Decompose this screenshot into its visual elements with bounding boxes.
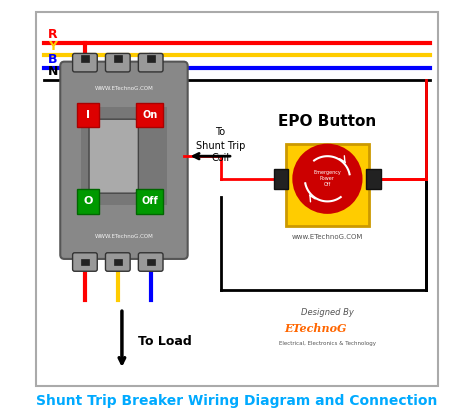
- FancyBboxPatch shape: [106, 253, 130, 271]
- Bar: [137, 189, 163, 214]
- Bar: [114, 55, 122, 62]
- Text: WWW.ETechnoG.COM: WWW.ETechnoG.COM: [95, 86, 154, 91]
- Text: www.ETechnoG.COM: www.ETechnoG.COM: [292, 234, 363, 240]
- FancyBboxPatch shape: [73, 53, 97, 72]
- Bar: [81, 107, 167, 206]
- Text: EPO Button: EPO Button: [278, 115, 376, 129]
- FancyBboxPatch shape: [89, 119, 138, 193]
- Text: WWW.ETechnoG.COM: WWW.ETechnoG.COM: [95, 234, 154, 239]
- Text: R: R: [48, 28, 57, 41]
- Bar: [146, 55, 155, 62]
- Text: Shunt Trip: Shunt Trip: [196, 141, 245, 151]
- FancyBboxPatch shape: [138, 253, 163, 271]
- Bar: [81, 55, 89, 62]
- Bar: [286, 144, 368, 226]
- Text: O: O: [83, 196, 92, 206]
- Bar: [146, 259, 155, 265]
- Bar: [274, 169, 288, 189]
- Bar: [77, 103, 100, 127]
- FancyBboxPatch shape: [73, 253, 97, 271]
- Text: B: B: [48, 53, 57, 66]
- FancyBboxPatch shape: [106, 53, 130, 72]
- Bar: [81, 259, 89, 265]
- Text: Shunt Trip Breaker Wiring Diagram and Connection: Shunt Trip Breaker Wiring Diagram and Co…: [36, 394, 438, 408]
- Text: To Load: To Load: [138, 335, 192, 348]
- FancyBboxPatch shape: [60, 62, 188, 259]
- Text: I: I: [86, 110, 90, 120]
- Text: N: N: [48, 65, 58, 78]
- Text: To: To: [216, 127, 226, 136]
- Text: Off: Off: [142, 196, 158, 206]
- Text: Electrical, Electronics & Technology: Electrical, Electronics & Technology: [279, 341, 376, 346]
- Text: Coil: Coil: [211, 153, 229, 163]
- FancyBboxPatch shape: [138, 53, 163, 72]
- Text: Y: Y: [48, 40, 57, 53]
- Circle shape: [294, 145, 361, 212]
- Bar: [114, 259, 122, 265]
- Text: Designed By: Designed By: [301, 308, 354, 317]
- Text: Emergency
Power
Off: Emergency Power Off: [313, 170, 341, 187]
- Text: ETechnoG: ETechnoG: [284, 323, 346, 334]
- Bar: [77, 189, 100, 214]
- Bar: [366, 169, 381, 189]
- Text: On: On: [142, 110, 157, 120]
- Bar: [137, 103, 163, 127]
